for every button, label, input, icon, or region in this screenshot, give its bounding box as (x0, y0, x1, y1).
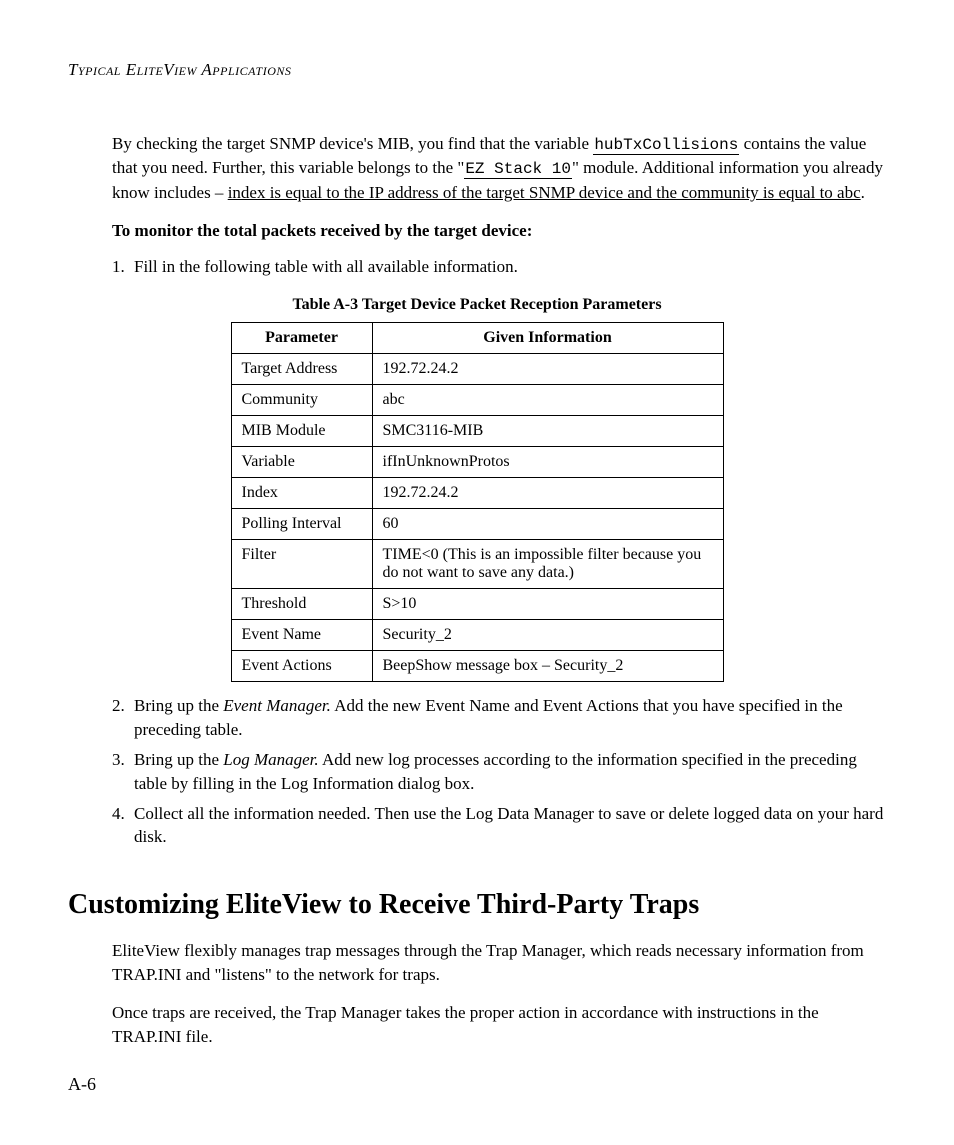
item-number: 1. (112, 255, 134, 279)
table-row: ThresholdS>10 (231, 589, 723, 620)
table-cell: Filter (231, 540, 372, 589)
table-cell: 60 (372, 509, 723, 540)
table-cell: Variable (231, 447, 372, 478)
procedure-heading: To monitor the total packets received by… (112, 221, 886, 241)
table-row: Target Address192.72.24.2 (231, 354, 723, 385)
list-item: 1. Fill in the following table with all … (112, 255, 886, 279)
intro-paragraph: By checking the target SNMP device's MIB… (112, 132, 886, 205)
item-number: 4. (112, 802, 134, 850)
table-cell: TIME<0 (This is an impossible filter bec… (372, 540, 723, 589)
table-cell: Security_2 (372, 620, 723, 651)
table-cell: Event Name (231, 620, 372, 651)
numbered-list-bottom: 2. Bring up the Event Manager. Add the n… (112, 694, 886, 849)
item-text: Fill in the following table with all ava… (134, 255, 886, 279)
table-row: MIB ModuleSMC3116-MIB (231, 416, 723, 447)
table-cell: MIB Module (231, 416, 372, 447)
intro-text-d: . (861, 183, 865, 202)
parameters-table: Parameter Given Information Target Addre… (231, 322, 724, 682)
table-row: VariableifInUnknownProtos (231, 447, 723, 478)
item-text: Bring up the Log Manager. Add new log pr… (134, 748, 886, 796)
table-cell: Index (231, 478, 372, 509)
code-hubtxcollisions: hubTxCollisions (593, 136, 739, 155)
table-cell: Target Address (231, 354, 372, 385)
table-row: Event NameSecurity_2 (231, 620, 723, 651)
item-text: Bring up the Event Manager. Add the new … (134, 694, 886, 742)
table-cell: SMC3116-MIB (372, 416, 723, 447)
table-header-row: Parameter Given Information (231, 323, 723, 354)
table-cell: Polling Interval (231, 509, 372, 540)
table-row: Communityabc (231, 385, 723, 416)
page-number: A-6 (68, 1074, 96, 1095)
table-row: Polling Interval60 (231, 509, 723, 540)
list-item: 2. Bring up the Event Manager. Add the n… (112, 694, 886, 742)
table-cell: Community (231, 385, 372, 416)
table-row: Index192.72.24.2 (231, 478, 723, 509)
italic-text: Event Manager. (223, 696, 331, 715)
table-cell: BeepShow message box – Security_2 (372, 651, 723, 682)
table-cell: ifInUnknownProtos (372, 447, 723, 478)
table-caption: Table A-3 Target Device Packet Reception… (68, 296, 886, 314)
code-ezstack10: EZ Stack 10 (464, 160, 572, 179)
running-head: Typical EliteView Applications (68, 60, 886, 80)
table-cell: 192.72.24.2 (372, 354, 723, 385)
table-cell: Threshold (231, 589, 372, 620)
table-cell: abc (372, 385, 723, 416)
section-paragraph-2: Once traps are received, the Trap Manage… (112, 1001, 886, 1049)
table-header: Given Information (372, 323, 723, 354)
table-header: Parameter (231, 323, 372, 354)
item-number: 2. (112, 694, 134, 742)
list-item: 4. Collect all the information needed. T… (112, 802, 886, 850)
table-row: FilterTIME<0 (This is an impossible filt… (231, 540, 723, 589)
page: Typical EliteView Applications By checki… (0, 0, 954, 1145)
table-cell: Event Actions (231, 651, 372, 682)
intro-text-a: By checking the target SNMP device's MIB… (112, 134, 593, 153)
text: Bring up the (134, 750, 223, 769)
item-number: 3. (112, 748, 134, 796)
section-heading: Customizing EliteView to Receive Third-P… (68, 889, 886, 921)
section-paragraph-1: EliteView flexibly manages trap messages… (112, 939, 886, 987)
table-cell: 192.72.24.2 (372, 478, 723, 509)
table-cell: S>10 (372, 589, 723, 620)
italic-text: Log Manager. (223, 750, 318, 769)
text: Bring up the (134, 696, 223, 715)
table-row: Event ActionsBeepShow message box – Secu… (231, 651, 723, 682)
numbered-list-top: 1. Fill in the following table with all … (112, 255, 886, 279)
list-item: 3. Bring up the Log Manager. Add new log… (112, 748, 886, 796)
intro-underline: index is equal to the IP address of the … (228, 183, 861, 202)
item-text: Collect all the information needed. Then… (134, 802, 886, 850)
